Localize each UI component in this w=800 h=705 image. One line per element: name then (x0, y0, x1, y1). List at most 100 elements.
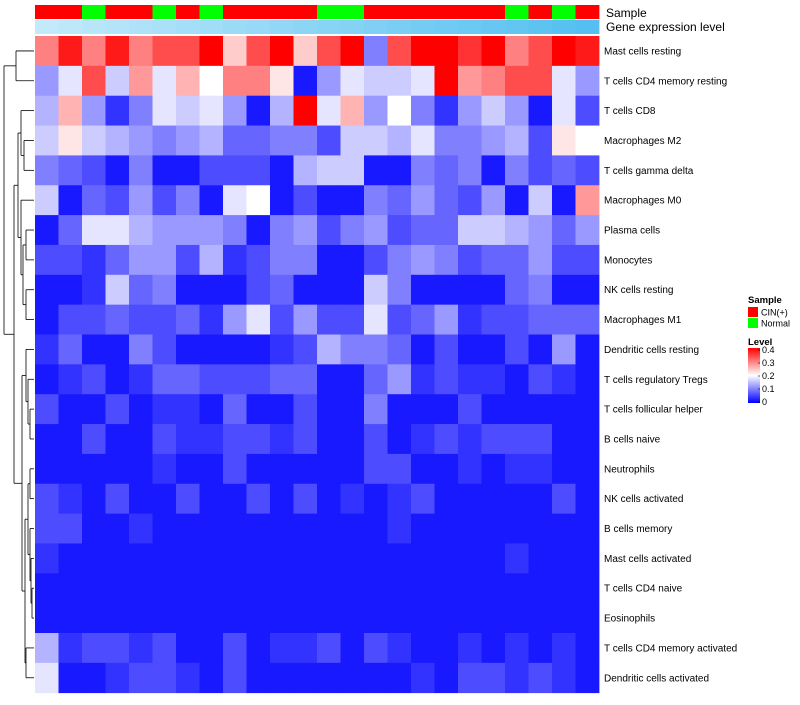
heatmap-cell (575, 125, 600, 156)
heatmap-cell (35, 573, 59, 604)
heatmap-cell (176, 155, 200, 186)
heatmap-cell (82, 334, 106, 365)
row-label: Monocytes (604, 255, 652, 266)
heatmap-cell (458, 244, 482, 276)
heatmap-cell (364, 215, 388, 246)
heatmap-cell (58, 185, 83, 216)
heatmap-cell (317, 513, 341, 544)
heatmap-cell (481, 65, 506, 97)
heatmap-cell (199, 662, 224, 694)
gene-level-annotation-cell (82, 20, 106, 34)
heatmap-cell (552, 185, 576, 216)
heatmap-cell (293, 633, 318, 664)
heatmap-cell (387, 334, 412, 365)
heatmap-cell (458, 155, 482, 186)
heatmap-cell (552, 334, 576, 365)
heatmap-cell (575, 155, 600, 186)
heatmap-cell (129, 125, 153, 156)
heatmap-cell (152, 573, 177, 604)
heatmap-cell (364, 424, 388, 455)
heatmap-cell (270, 95, 294, 126)
heatmap-cell (199, 185, 224, 216)
heatmap-cell (270, 633, 294, 664)
heatmap-cell (105, 274, 130, 306)
heatmap-cell (223, 304, 247, 335)
heatmap-cell (434, 453, 459, 485)
heatmap-cell (481, 483, 506, 514)
heatmap-cell (270, 364, 294, 395)
heatmap-cell (434, 334, 459, 365)
heatmap-cell (458, 125, 482, 156)
heatmap-cell (129, 513, 153, 544)
heatmap-cell (505, 304, 529, 335)
heatmap-cell (340, 155, 365, 186)
heatmap-cell (176, 483, 200, 514)
heatmap-cell (434, 424, 459, 455)
heatmap-cell (293, 424, 318, 455)
gene-level-annotation-cell (223, 20, 247, 34)
heatmap-cell (481, 603, 506, 634)
heatmap-cell (129, 65, 153, 97)
heatmap-cell (528, 513, 553, 544)
heatmap-cell (176, 304, 200, 335)
legend-swatch-cin (748, 307, 758, 317)
heatmap-cell (152, 65, 177, 97)
heatmap-cell (105, 215, 130, 246)
annotation-label-gene-level: Gene expression level (606, 20, 725, 34)
heatmap-cell (223, 364, 247, 395)
heatmap-cell (434, 215, 459, 246)
heatmap-cell (223, 244, 247, 276)
heatmap-cell (246, 453, 271, 485)
heatmap-cell (528, 274, 553, 306)
heatmap-cell (293, 573, 318, 604)
heatmap-cell (387, 36, 412, 67)
sample-annotation-cell (364, 5, 388, 19)
heatmap-cell (176, 274, 200, 306)
heatmap-cell (246, 95, 271, 126)
heatmap-cell (129, 424, 153, 455)
heatmap-cell (152, 95, 177, 126)
heatmap-cell (129, 453, 153, 485)
heatmap-cell (35, 453, 59, 485)
heatmap-cell (129, 304, 153, 335)
heatmap-cell (35, 364, 59, 395)
heatmap-cell (58, 364, 83, 395)
heatmap-cell (35, 424, 59, 455)
heatmap-cell (129, 662, 153, 694)
heatmap-cell (246, 65, 271, 97)
heatmap-cell (317, 633, 341, 664)
heatmap-cell (505, 513, 529, 544)
heatmap-cell (411, 424, 435, 455)
heatmap-cell (199, 304, 224, 335)
heatmap-cell (458, 274, 482, 306)
sample-annotation-cell (317, 5, 341, 19)
sample-annotation-cell (552, 5, 576, 19)
heatmap-cell (575, 633, 600, 664)
heatmap-cell (317, 543, 341, 574)
heatmap-cell (340, 424, 365, 455)
gene-level-annotation-cell (293, 20, 318, 34)
heatmap-cell (152, 274, 177, 306)
heatmap-cell (82, 364, 106, 395)
heatmap-cell (270, 453, 294, 485)
heatmap-cell (293, 662, 318, 694)
heatmap-cell (575, 185, 600, 216)
heatmap-cell (246, 483, 271, 514)
row-label: Macrophages M1 (604, 315, 682, 326)
heatmap-cell (35, 513, 59, 544)
heatmap-cell (387, 424, 412, 455)
heatmap-cell (340, 304, 365, 335)
heatmap-cell (458, 573, 482, 604)
heatmap-cell (199, 125, 224, 156)
sample-annotation-cell (434, 5, 459, 19)
heatmap-cell (317, 274, 341, 306)
heatmap-cell (528, 125, 553, 156)
heatmap-cell (340, 125, 365, 156)
heatmap-cell (105, 244, 130, 276)
heatmap-cell (270, 185, 294, 216)
sample-annotation-cell (35, 5, 59, 19)
heatmap-cell (293, 155, 318, 186)
heatmap-cell (317, 155, 341, 186)
heatmap-cell (129, 95, 153, 126)
heatmap-cell (199, 453, 224, 485)
